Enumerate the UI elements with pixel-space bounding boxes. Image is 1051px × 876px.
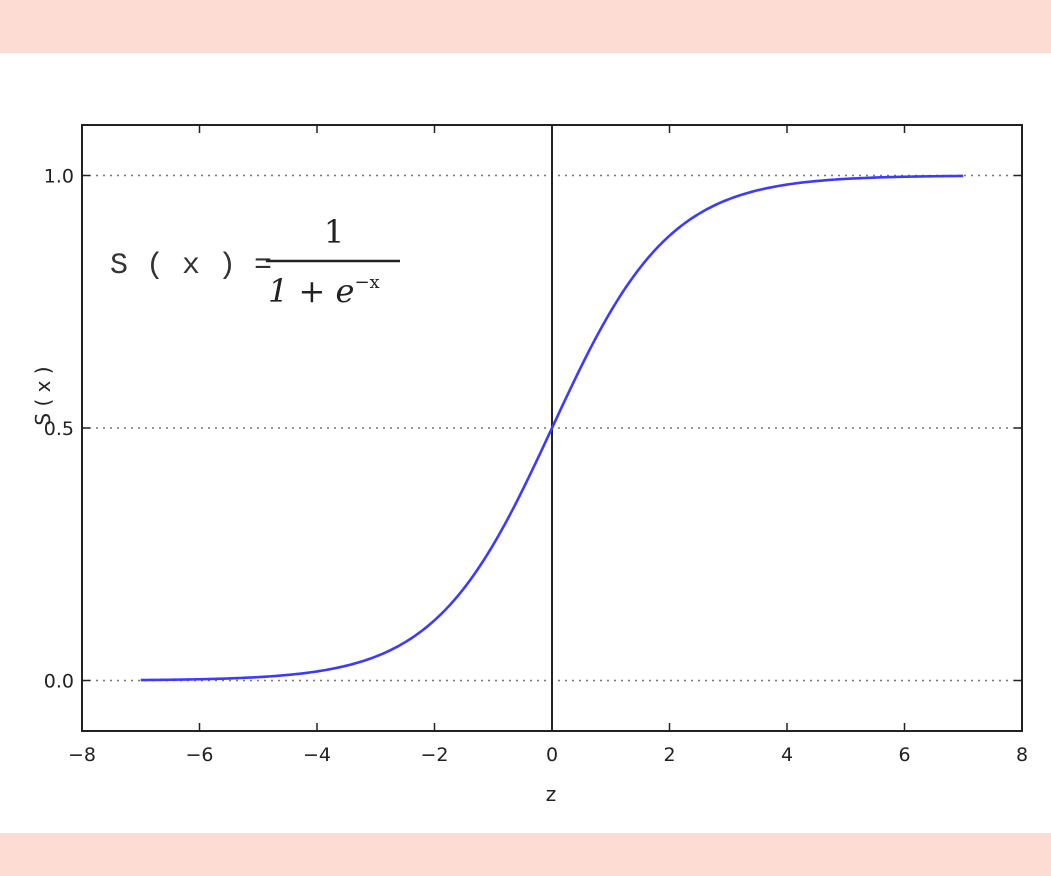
x-tick-label: −8 [68, 744, 96, 766]
formula-denominator-base: 1 + e [268, 272, 354, 310]
sigmoid-chart: −8 −6 −4 −2 0 2 4 6 8 0.0 0.5 1.0 z S ( x ) S ( x )… [31, 124, 1028, 806]
formula-denominator-exp: −x [354, 272, 379, 293]
tick-label-layer: −8 −6 −4 −2 0 2 4 6 8 0.0 0.5 1.0 [44, 166, 1028, 767]
y-tick-label: 1.0 [44, 166, 74, 188]
y-axis-title: S ( x ) [31, 366, 55, 425]
x-tick-label: −6 [185, 744, 213, 766]
x-tick-label: 4 [781, 744, 793, 766]
formula-annotation: S ( x ) = 1 1 + e−x [110, 213, 400, 310]
x-tick-label: −2 [420, 744, 448, 766]
x-tick-label: −4 [303, 744, 331, 766]
x-tick-label: 6 [898, 744, 910, 766]
sigmoid-series-line [140, 174, 964, 682]
x-axis-title: z [546, 782, 557, 806]
x-tick-label: 8 [1016, 744, 1028, 766]
x-tick-label: 2 [663, 744, 675, 766]
x-tick-label: 0 [546, 744, 558, 766]
bottom-band [0, 833, 1051, 876]
series-layer [140, 174, 964, 682]
formula-numerator: 1 [324, 213, 344, 251]
tick-layer [81, 125, 1023, 731]
top-band [0, 0, 1051, 53]
y-tick-label: 0.0 [44, 671, 74, 693]
figure: −8 −6 −4 −2 0 2 4 6 8 0.0 0.5 1.0 z S ( x ) S ( x )… [0, 53, 1051, 833]
formula-denominator: 1 + e−x [268, 272, 380, 310]
y-tick-label: 0.5 [44, 418, 74, 440]
formula-lhs: S ( x ) = [110, 249, 272, 283]
